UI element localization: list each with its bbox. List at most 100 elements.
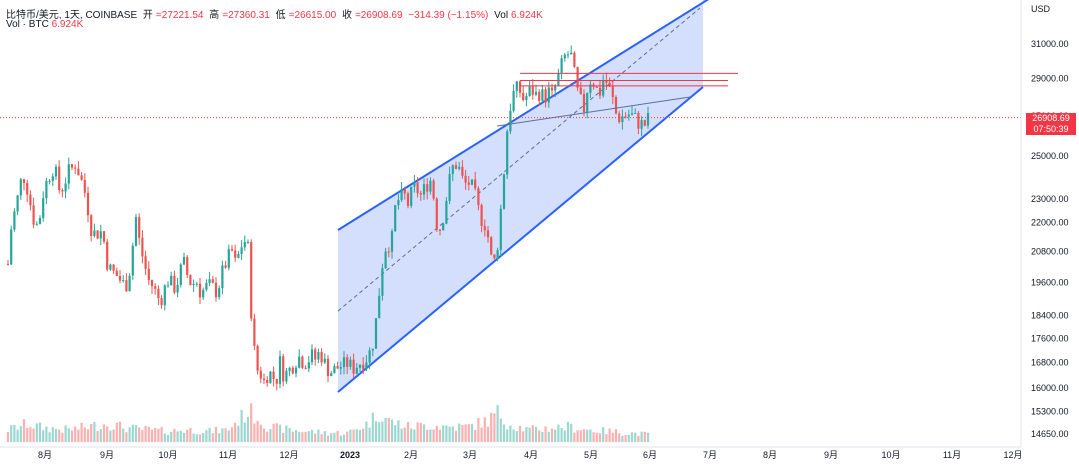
candle-body [378,295,381,319]
candle-body [118,275,122,281]
candle-body [621,116,624,123]
candle-body [211,279,214,283]
candle-body [230,249,234,251]
volume-legend: Vol · BTC 6.924K [6,19,83,30]
candle-body [589,84,592,93]
candle-body [416,182,419,194]
volume-bar [317,429,320,442]
volume-bar [534,426,538,442]
candle-body [291,367,294,374]
candle-body [515,81,518,92]
candle-body [560,58,563,73]
candle-body [339,367,342,369]
candle-body [154,286,157,289]
candle-body [192,283,195,286]
volume-bar [592,432,595,442]
symbol-label[interactable]: 比特币/美元, 1天, COINBASE [6,10,138,21]
candle-body [61,190,64,192]
volume-bar [362,428,365,442]
candle-body [618,113,621,123]
volume-legend-label[interactable]: Vol · BTC [6,19,49,30]
volume-bar [230,427,234,442]
volume-bar [608,428,611,442]
candle-body [246,242,250,244]
volume-bar [352,429,355,442]
candle-body [608,82,611,87]
y-tick-label: 16000.00 [1031,383,1069,393]
candle-body [147,268,150,281]
y-tick-label: 31000.00 [1031,39,1069,49]
x-tick-label: 5月 [584,450,598,460]
countdown-value: 07:50:39 [1033,124,1069,134]
candle-body [576,66,579,88]
volume-bar [288,428,291,442]
candle-body [643,120,646,126]
low-value: =26615.00 [288,10,337,21]
candle-body [541,89,544,101]
volume-bar [438,429,442,442]
candle-body [550,87,554,91]
volume-bar [170,431,173,442]
volume-bar [358,430,362,442]
candle-body [640,120,643,129]
volume-bar [202,433,205,442]
volume-bar [243,422,246,442]
y-tick-label: 16800.00 [1031,358,1069,368]
volume-bar [368,427,371,442]
volume-bar [166,434,170,442]
x-tick-label: 8月 [763,450,777,460]
volume-bar [227,430,230,442]
trend-line[interactable] [496,96,691,127]
x-tick-label: 8月 [38,450,52,460]
volume-bar [86,429,90,442]
volume-bar [422,424,426,442]
x-tick-label: 11月 [219,450,237,460]
channel-lower-line[interactable] [337,86,704,393]
candle-body [330,373,333,377]
candle-body [240,247,243,255]
time-axis[interactable]: 8月 9月 10月 11月 12月 2023 2月 3月 4月 5月 6月 7月 8月 9月 10月 11月 1… [0,446,1023,460]
candle-body [493,254,496,259]
x-tick-label: 10月 [158,450,177,460]
volume-bar [643,431,646,442]
last-price-value: 26908.69 [1032,113,1070,123]
candle-body [275,378,278,384]
candle-body [166,285,170,287]
candle-body [365,362,368,370]
candle-body [115,270,118,276]
channel-mid-line[interactable] [337,7,701,312]
volume-bar [13,424,16,442]
volume-bar [38,422,42,442]
candle-body [317,351,320,360]
price-axis[interactable]: USD 14650.00 15300.00 16000.00 16800.00 1760… [1020,0,1069,447]
candle-body [205,283,208,290]
candle-body [269,371,272,384]
volume-bar [336,430,339,442]
volume-bar [461,424,464,442]
candle-body [208,279,211,284]
candle-body [45,180,48,199]
volume-bar [58,429,61,442]
candle-body [326,358,330,377]
candle-body [90,215,93,236]
volume-bar [83,427,86,442]
volume-bar [637,435,640,442]
volume-bar [416,422,419,442]
candle-body [570,52,573,55]
candle-body [272,371,275,379]
candle-body [509,110,512,132]
candle-body [214,282,218,298]
candle-body [307,362,310,369]
volume-bar [16,429,19,442]
candle-body [32,205,35,225]
volume-bar [150,429,154,442]
candle-body [614,97,618,114]
volume-bar [346,431,349,442]
volume-bar [426,429,429,442]
volume-bar [390,419,394,442]
vol-value: 6.924K [511,10,543,21]
volume-bar [470,423,474,442]
drawing-lines[interactable] [0,72,1021,127]
candle-body [301,356,304,368]
